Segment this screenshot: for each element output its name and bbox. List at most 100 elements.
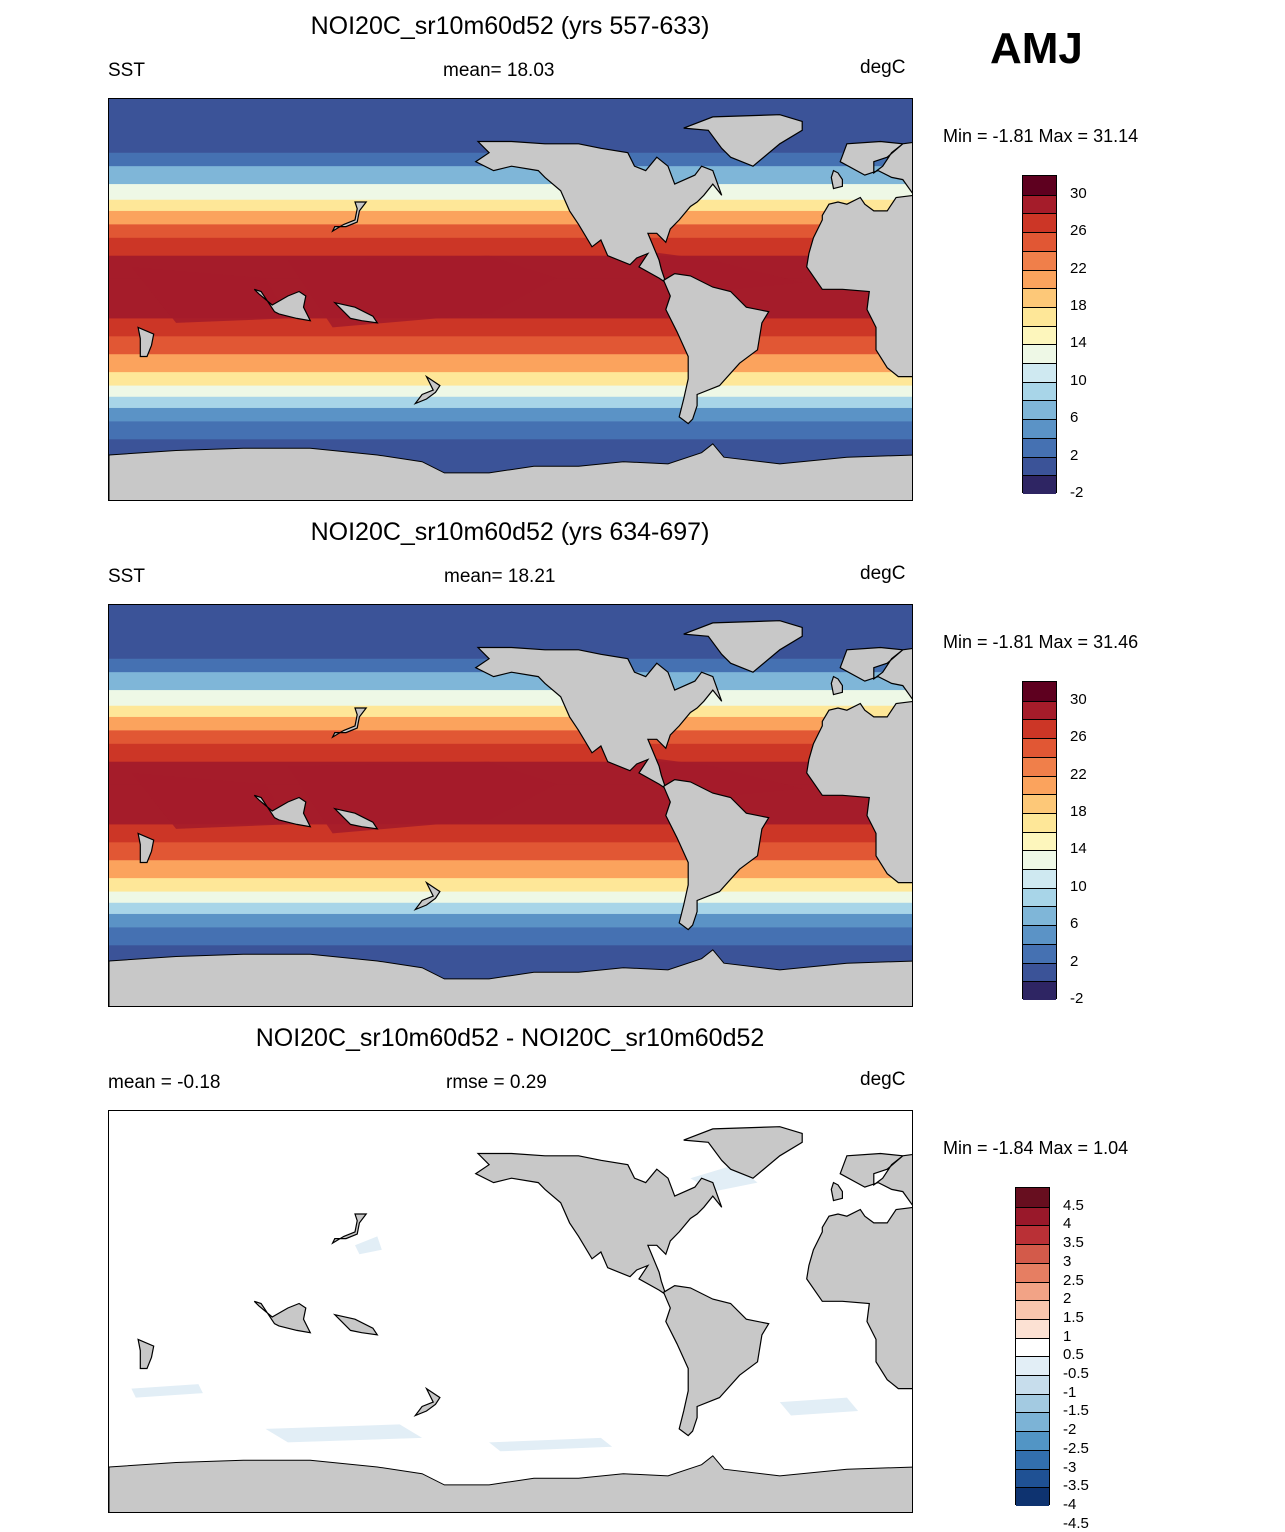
panel-1-minmax: Min = -1.81 Max = 31.14 <box>943 126 1139 146</box>
colorbar-tick-label: -2.5 <box>1063 1439 1089 1457</box>
sst-band <box>109 672 912 692</box>
landmass-greenland <box>683 620 803 673</box>
sst-band <box>109 891 912 904</box>
landmass-uk <box>830 1181 844 1202</box>
colorbar-segment <box>1023 400 1056 420</box>
panel-2-map <box>108 604 913 1007</box>
colorbar-segment <box>1023 194 1056 214</box>
landmass-greenland <box>683 1126 803 1179</box>
sst-band <box>109 199 912 212</box>
map-plot <box>109 1111 912 1512</box>
sst-band <box>109 913 912 929</box>
colorbar-tick-label: -2 <box>1070 484 1084 501</box>
colorbar-segment <box>1023 176 1056 195</box>
colorbar-tick-label: 6 <box>1070 409 1079 427</box>
colorbar-segment <box>1016 1300 1049 1319</box>
anomaly-patch <box>489 1437 613 1452</box>
sst-band <box>109 716 912 732</box>
colorbar-tick-label: 18 <box>1070 296 1087 314</box>
sst-band <box>109 184 912 201</box>
colorbar-segment <box>1023 943 1056 963</box>
panel-3-center-label: rmse = 0.29 <box>446 1072 547 1093</box>
landmass-new-zealand <box>413 374 441 405</box>
colorbar-tick-label: -3 <box>1063 1458 1077 1476</box>
colorbar-segment <box>1016 1188 1049 1207</box>
sst-band <box>109 318 912 338</box>
anomaly-patch <box>779 1397 859 1416</box>
colorbar-tick-label: 14 <box>1070 840 1087 858</box>
sst-band <box>109 385 912 398</box>
colorbar-tick-label: 1.5 <box>1063 1308 1084 1326</box>
landmass-afro-eurasia <box>806 1152 912 1390</box>
landmass-japan <box>331 201 368 233</box>
colorbar-segment <box>1016 1468 1049 1488</box>
panel-1-map <box>108 98 913 501</box>
colorbar-segment <box>1023 213 1056 233</box>
landmass-south-america <box>662 778 770 931</box>
landmass-antarctica <box>109 1455 912 1512</box>
panel-2-center-label: mean= 18.21 <box>444 566 556 587</box>
landmass-new-guinea <box>332 807 379 830</box>
landmass-south-america <box>662 1284 770 1437</box>
map-plot <box>109 605 912 1006</box>
sst-band <box>109 690 912 707</box>
colorbar-tick-label: -2 <box>1063 1421 1077 1439</box>
anomaly-patch <box>265 1424 423 1443</box>
colorbar-segment <box>1016 1337 1049 1357</box>
colorbar-tick-label: 30 <box>1070 184 1087 202</box>
colorbar-tick-label: 4.5 <box>1063 1196 1084 1214</box>
sst-band <box>109 927 912 947</box>
colorbar-segment <box>1023 906 1056 926</box>
colorbar-tick-label: 30 <box>1070 690 1087 708</box>
colorbar-segment <box>1023 812 1056 832</box>
colorbar-tick-label: 26 <box>1070 728 1087 746</box>
colorbar-tick-label: 3.5 <box>1063 1234 1084 1252</box>
colorbar-segment <box>1023 325 1056 345</box>
landmass-japan <box>331 707 368 739</box>
landmass-madagascar <box>137 832 155 864</box>
landmass-new-guinea <box>332 1313 379 1336</box>
colorbar-tick-label: 2.5 <box>1063 1271 1084 1289</box>
sst-band <box>109 421 912 441</box>
colorbar-tick-label: 26 <box>1070 222 1087 240</box>
landmass-antarctica <box>109 949 912 1006</box>
landmass-new-zealand <box>413 880 441 911</box>
landmass-uk <box>830 675 844 696</box>
colorbar-segment <box>1023 363 1056 382</box>
colorbar-tick-label: 10 <box>1070 371 1087 389</box>
season-label: AMJ <box>990 24 1083 73</box>
landmass-antarctica <box>109 443 912 500</box>
colorbar-segment <box>1023 925 1056 944</box>
colorbar-segment <box>1016 1375 1049 1394</box>
colorbar-segment <box>1016 1262 1049 1282</box>
colorbar-segment <box>1023 475 1056 494</box>
colorbar-tick-label: -4.5 <box>1063 1514 1089 1532</box>
colorbar-segment <box>1023 306 1056 326</box>
colorbar-tick-label: 1 <box>1063 1327 1072 1345</box>
warm-pool <box>131 772 288 829</box>
warm-pool <box>131 266 288 323</box>
colorbar-segment <box>1016 1431 1049 1450</box>
sst-band <box>109 210 912 226</box>
colorbar-tick-label: 4 <box>1063 1215 1072 1233</box>
colorbar-segment <box>1016 1206 1049 1226</box>
colorbar-segment <box>1023 419 1056 438</box>
sst-band <box>109 705 912 718</box>
panel-3-colorbar <box>1015 1187 1050 1506</box>
colorbar-segment <box>1016 1487 1049 1506</box>
sst-band <box>109 743 912 763</box>
landmass-indonesia <box>253 794 312 828</box>
colorbar-segment <box>1023 344 1056 364</box>
colorbar-segment <box>1023 437 1056 457</box>
colorbar-segment <box>1023 831 1056 851</box>
landmass-japan <box>331 1213 368 1245</box>
colorbar-segment <box>1016 1412 1049 1432</box>
colorbar-tick-label: -3.5 <box>1063 1477 1089 1495</box>
colorbar-segment <box>1023 700 1056 720</box>
colorbar-segment <box>1023 269 1056 289</box>
sst-band <box>109 902 912 915</box>
panel-1-left-label: SST <box>108 60 145 81</box>
landmass-indonesia <box>253 288 312 322</box>
anomaly-patch <box>131 1384 203 1398</box>
colorbar-segment <box>1023 719 1056 739</box>
